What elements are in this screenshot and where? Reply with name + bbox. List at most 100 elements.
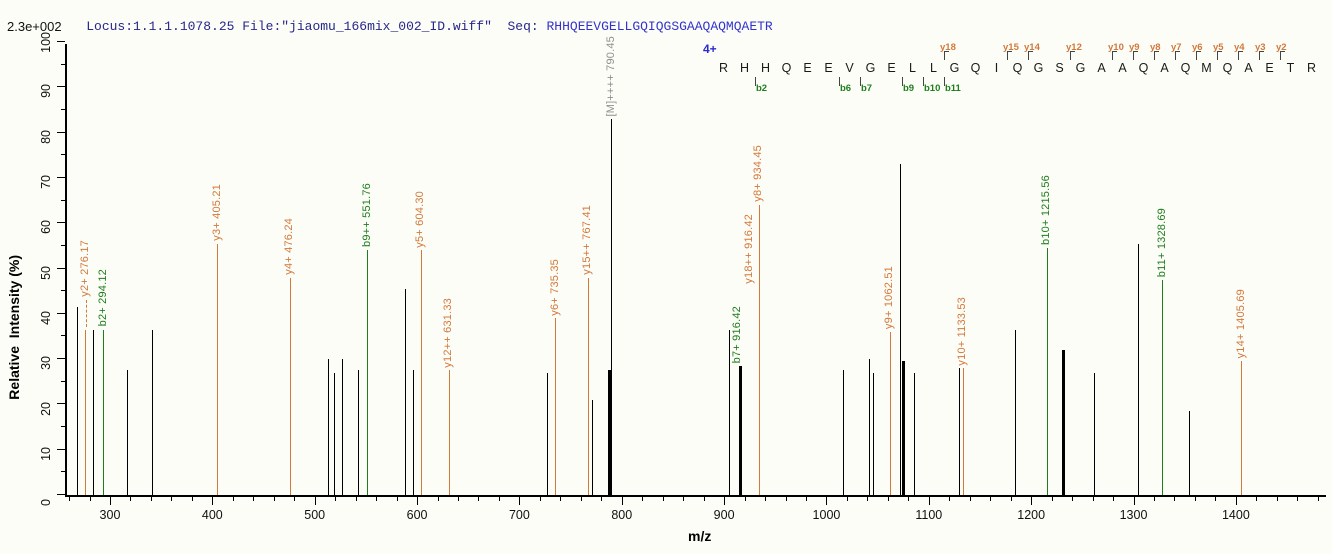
x-axis-tick-label: 800: [611, 508, 633, 522]
y-axis-tick-label: 90: [39, 84, 53, 99]
peak-label-leader: [85, 300, 87, 328]
y-axis-minor-tick: [61, 471, 65, 473]
y-axis-minor-tick: [61, 380, 65, 382]
y-ion-cleavage-mark: [944, 51, 949, 60]
spectrum-peak: [899, 164, 901, 495]
x-axis-minor-tick: [785, 497, 787, 501]
peak-annotation-label: y18++ 916.42: [742, 213, 755, 284]
spectrum-peak: [103, 329, 105, 495]
y-axis-tick-label: 30: [39, 356, 53, 371]
x-axis-minor-tick: [867, 497, 869, 501]
y-axis-tick-label: 100: [39, 32, 53, 53]
y-ion-cleavage-mark: [1028, 51, 1033, 60]
y-ion-label: y4: [1234, 42, 1245, 53]
x-axis-minor-tick: [89, 497, 91, 501]
x-axis-minor-tick: [1256, 497, 1258, 501]
spectrum-peak: [1189, 411, 1191, 495]
y-axis-tick-label: 60: [39, 220, 53, 235]
x-axis-minor-tick: [539, 497, 541, 501]
x-axis-minor-tick: [805, 497, 807, 501]
x-axis-tick-label: 400: [201, 508, 223, 522]
x-axis-minor-tick: [376, 497, 378, 501]
x-axis-minor-tick: [642, 497, 644, 501]
spectrum-peak: [93, 329, 95, 495]
peptide-residue: R: [1306, 61, 1317, 75]
spectrum-peak: [1062, 350, 1066, 495]
y-axis-minor-tick: [61, 154, 65, 156]
peak-annotation-label: y9+ 1062.51: [883, 265, 896, 329]
x-axis-tick-label: 900: [713, 508, 735, 522]
peptide-residue: E: [803, 61, 812, 75]
spectrum-peak: [333, 372, 335, 495]
b-ion-cleavage-mark: [944, 77, 949, 86]
y-axis-major-tick: [57, 494, 65, 495]
x-axis-minor-tick: [1113, 497, 1115, 501]
spectrum-plot: 300 400 500 600 700 800 900 1000 1100 1200 1300 140…: [39, 32, 1326, 522]
x-axis-minor-tick: [253, 497, 255, 501]
y-ion-cleavage-mark: [1238, 51, 1243, 60]
x-axis-major-tick: [928, 497, 930, 505]
spectrum-peak: [85, 329, 87, 495]
y-axis-tick-label: 80: [39, 129, 53, 144]
y-ion-cleavage-mark: [1196, 51, 1201, 60]
x-axis-minor-tick: [744, 497, 746, 501]
y-ion-label: y12: [1066, 42, 1082, 53]
x-axis-major-tick: [314, 497, 316, 505]
y-axis-minor-tick: [61, 108, 65, 110]
spectrum-peak: [962, 368, 964, 495]
y-axis-tick-label: 40: [39, 310, 53, 325]
x-axis-major-tick: [417, 497, 419, 505]
x-axis-minor-tick: [396, 497, 398, 501]
y-ion-label: y6: [1192, 42, 1203, 53]
x-axis-minor-tick: [765, 497, 767, 501]
x-axis-minor-tick: [908, 497, 910, 501]
peptide-residue: S: [1055, 61, 1064, 75]
x-axis-tick-label: 600: [406, 508, 428, 522]
spectrum-peak: [152, 329, 154, 495]
x-axis-minor-tick: [1317, 497, 1319, 501]
peptide-sequence-text: RHHQEEVGELLGQIQGSGAAQAQMQAETR: [546, 19, 773, 34]
x-axis-title: m/z: [688, 528, 712, 544]
b-ion-cleavage-mark: [923, 77, 928, 86]
peak-annotation-label: y2+ 276.17: [78, 240, 91, 298]
x-axis-minor-tick: [355, 497, 357, 501]
x-axis-major-tick: [724, 497, 726, 505]
peptide-residue: Q: [970, 61, 981, 75]
x-axis-major-tick: [109, 497, 111, 505]
x-axis-minor-tick: [1072, 497, 1074, 501]
y-axis-tick-label: 50: [39, 265, 53, 280]
y-ion-cleavage-mark: [1154, 51, 1159, 60]
x-axis-minor-tick: [662, 497, 664, 501]
peak-annotation-label: y6+ 735.35: [548, 258, 561, 316]
spectrum-peak: [1138, 243, 1140, 495]
b-ion-cleavage-mark: [839, 77, 844, 86]
x-axis-major-tick: [1235, 497, 1237, 505]
x-axis-minor-tick: [1051, 497, 1053, 501]
peptide-residue: I: [994, 61, 999, 75]
spectrum-peak: [587, 277, 589, 495]
y-ion-label: y18: [940, 42, 956, 53]
spectrum-header: Locus:1.1.1.1078.25 File:"jiaomu_166mix_…: [55, 4, 773, 49]
spectrum-peak: [126, 370, 128, 495]
peptide-residue: R: [718, 61, 729, 75]
y-axis-title: Relative Intensity (%): [6, 255, 22, 400]
peak-annotation-label: y10+ 1133.53: [956, 296, 969, 366]
spectrum-peak: [217, 243, 219, 495]
x-axis-minor-tick: [191, 497, 193, 501]
y-axis-major-tick: [57, 358, 65, 360]
y-axis-major-tick: [57, 176, 65, 178]
precursor-charge-label: 4+: [703, 42, 717, 56]
spectrum-peak: [607, 370, 611, 495]
y-ion-label: y7: [1171, 42, 1182, 53]
spectrum-peak: [1094, 372, 1096, 495]
spectrum-peak: [358, 370, 360, 495]
peak-annotation-label: b10+ 1215.56: [1040, 175, 1053, 246]
